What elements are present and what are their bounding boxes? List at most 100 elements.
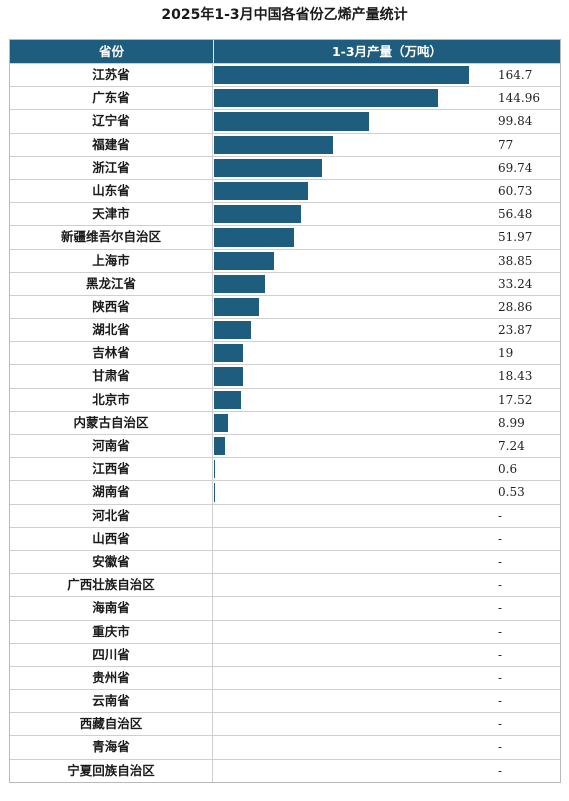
header-production: 1-3月产量（万吨） bbox=[331, 44, 443, 59]
table-row: 海南省 - bbox=[10, 596, 560, 620]
value-label: - bbox=[498, 531, 503, 546]
production-cell: - bbox=[213, 574, 560, 596]
table-row: 北京市 17.52 bbox=[10, 387, 560, 411]
production-cell: 0.53 bbox=[213, 481, 560, 503]
production-cell: 0.6 bbox=[213, 458, 560, 480]
table-row: 上海市 38.85 bbox=[10, 248, 560, 272]
bar bbox=[214, 437, 226, 456]
production-cell: 7.24 bbox=[213, 435, 560, 457]
province-label: 浙江省 bbox=[10, 156, 213, 179]
bar bbox=[214, 321, 251, 340]
table-row: 河北省 - bbox=[10, 503, 560, 527]
value-label: 60.73 bbox=[498, 183, 533, 198]
production-cell: 19 bbox=[213, 342, 560, 364]
production-cell: 17.52 bbox=[213, 389, 560, 411]
province-label: 河南省 bbox=[10, 435, 213, 458]
table-row: 山东省 60.73 bbox=[10, 178, 560, 203]
table-row: 黑龙江省 33.24 bbox=[10, 271, 560, 295]
value-label: - bbox=[498, 554, 503, 569]
table-row: 甘肃省 18.43 bbox=[10, 364, 560, 388]
production-cell: - bbox=[213, 621, 560, 643]
table-row: 陕西省 28.86 bbox=[10, 294, 560, 319]
province-label: 内蒙古自治区 bbox=[10, 411, 213, 434]
table-row: 贵州省 - bbox=[10, 665, 560, 690]
production-cell: 99.84 bbox=[213, 110, 560, 132]
production-cell: 164.7 bbox=[213, 64, 560, 86]
province-label: 陕西省 bbox=[10, 295, 213, 319]
province-label: 江苏省 bbox=[10, 64, 213, 87]
value-label: 17.52 bbox=[498, 392, 533, 407]
production-cell: 69.74 bbox=[213, 157, 560, 179]
province-label: 宁夏回族自治区 bbox=[10, 759, 213, 782]
table-row: 四川省 - bbox=[10, 642, 560, 666]
production-cell: - bbox=[213, 597, 560, 619]
table-row: 宁夏回族自治区 - bbox=[10, 758, 560, 782]
value-label: 7.24 bbox=[498, 439, 525, 453]
value-label: - bbox=[498, 670, 503, 685]
province-label: 海南省 bbox=[10, 597, 213, 620]
bar bbox=[214, 158, 322, 177]
table-row: 西藏自治区 - bbox=[10, 712, 560, 736]
province-label: 福建省 bbox=[10, 133, 213, 156]
province-label: 云南省 bbox=[10, 690, 213, 713]
production-cell: 28.86 bbox=[213, 296, 560, 318]
bar bbox=[214, 483, 215, 502]
value-label: 69.74 bbox=[498, 160, 533, 175]
value-label: 0.53 bbox=[498, 485, 525, 500]
table-row: 青海省 - bbox=[10, 735, 560, 759]
province-label: 山西省 bbox=[10, 527, 213, 550]
value-label: 144.96 bbox=[498, 91, 540, 106]
production-cell: - bbox=[213, 505, 560, 527]
bar bbox=[214, 367, 243, 386]
province-label: 黑龙江省 bbox=[10, 272, 213, 295]
production-cell: 144.96 bbox=[213, 87, 560, 109]
chart-title: 2025年1-3月中国各省份乙烯产量统计 bbox=[161, 7, 408, 23]
value-label: - bbox=[498, 647, 503, 662]
province-label: 西藏自治区 bbox=[10, 713, 213, 736]
value-label: - bbox=[498, 624, 503, 639]
province-label: 山东省 bbox=[10, 179, 213, 203]
province-label: 上海市 bbox=[10, 249, 213, 272]
table-body: 江苏省 164.7 广东省 144.96 辽宁省 99.84 福建省 77 浙江省 69.74 山东… bbox=[10, 63, 560, 782]
value-label: - bbox=[498, 694, 503, 709]
province-label: 北京市 bbox=[10, 388, 213, 411]
table-row: 江西省 0.6 bbox=[10, 457, 560, 481]
production-cell: 33.24 bbox=[213, 273, 560, 295]
province-label: 四川省 bbox=[10, 643, 213, 666]
province-label: 江西省 bbox=[10, 458, 213, 481]
table-row: 重庆市 - bbox=[10, 619, 560, 643]
table-row: 湖北省 23.87 bbox=[10, 318, 560, 342]
production-cell: 51.97 bbox=[213, 226, 560, 248]
table-row: 内蒙古自治区 8.99 bbox=[10, 410, 560, 434]
value-label: 164.7 bbox=[498, 68, 533, 82]
production-cell: - bbox=[213, 528, 560, 550]
bar bbox=[214, 390, 242, 409]
table-row: 湖南省 0.53 bbox=[10, 480, 560, 504]
province-label: 湖南省 bbox=[10, 481, 213, 504]
province-label: 辽宁省 bbox=[10, 110, 213, 133]
bar bbox=[214, 181, 309, 201]
bar bbox=[214, 66, 469, 85]
value-label: - bbox=[498, 578, 503, 593]
value-label: 77 bbox=[498, 137, 514, 152]
table-row: 福建省 77 bbox=[10, 132, 560, 156]
province-label: 新疆维吾尔自治区 bbox=[10, 226, 213, 249]
table-row: 河南省 7.24 bbox=[10, 434, 560, 458]
value-label: 19 bbox=[498, 346, 514, 361]
production-cell: 56.48 bbox=[213, 203, 560, 225]
value-label: 28.86 bbox=[498, 299, 533, 314]
production-cell: 77 bbox=[213, 134, 560, 156]
province-label: 甘肃省 bbox=[10, 365, 213, 388]
bar bbox=[214, 274, 266, 293]
header-province: 省份 bbox=[10, 40, 214, 63]
bar bbox=[214, 460, 215, 479]
value-label: 99.84 bbox=[498, 114, 533, 129]
bar bbox=[214, 89, 439, 108]
production-cell: - bbox=[213, 713, 560, 735]
table-row: 江苏省 164.7 bbox=[10, 63, 560, 87]
production-cell: 23.87 bbox=[213, 319, 560, 341]
province-label: 安徽省 bbox=[10, 550, 213, 574]
bar bbox=[214, 344, 244, 363]
table-row: 广西壮族自治区 - bbox=[10, 573, 560, 597]
province-label: 重庆市 bbox=[10, 620, 213, 643]
